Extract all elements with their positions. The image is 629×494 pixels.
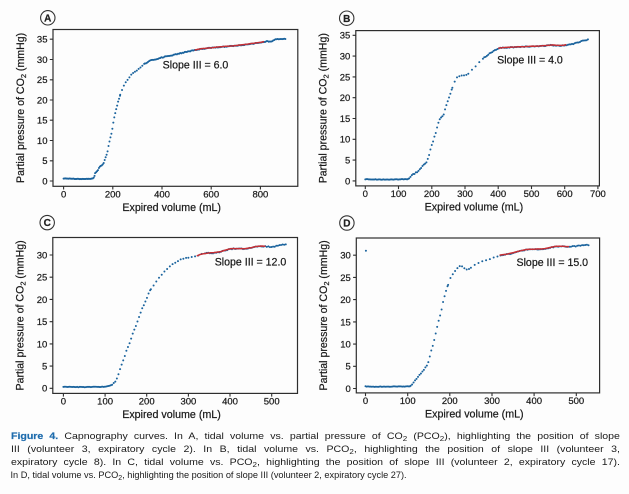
svg-text:700: 700 — [590, 189, 606, 200]
svg-text:15: 15 — [340, 317, 351, 328]
svg-text:0: 0 — [61, 397, 66, 408]
svg-text:200: 200 — [139, 397, 155, 408]
svg-text:B: B — [343, 14, 350, 25]
svg-text:Partial pressure of CO2 (mmHg): Partial pressure of CO2 (mmHg) — [318, 33, 331, 183]
svg-text:800: 800 — [252, 190, 268, 201]
svg-text:200: 200 — [105, 190, 121, 201]
svg-text:500: 500 — [568, 396, 584, 407]
svg-text:400: 400 — [490, 189, 506, 200]
svg-text:200: 200 — [424, 189, 440, 200]
svg-text:20: 20 — [340, 295, 351, 306]
svg-text:0: 0 — [346, 384, 351, 395]
svg-text:Expired volume (mL): Expired volume (mL) — [425, 409, 524, 421]
svg-text:25: 25 — [340, 72, 351, 83]
svg-text:Partial pressure of CO2 (mmHg): Partial pressure of CO2 (mmHg) — [15, 240, 28, 390]
svg-text:Slope III = 6.0: Slope III = 6.0 — [163, 60, 229, 72]
svg-text:5: 5 — [42, 156, 47, 167]
svg-text:10: 10 — [37, 339, 48, 350]
svg-text:10: 10 — [340, 340, 351, 351]
svg-text:Slope III = 12.0: Slope III = 12.0 — [215, 257, 287, 269]
svg-text:20: 20 — [340, 93, 351, 104]
svg-text:0: 0 — [42, 176, 47, 187]
svg-text:100: 100 — [97, 397, 113, 408]
svg-text:25: 25 — [340, 273, 351, 284]
svg-text:500: 500 — [524, 189, 540, 200]
svg-text:400: 400 — [526, 396, 542, 407]
svg-text:Expired volume (mL): Expired volume (mL) — [425, 202, 524, 214]
svg-text:Expired volume (mL): Expired volume (mL) — [122, 202, 221, 214]
svg-text:5: 5 — [42, 362, 47, 373]
svg-text:5: 5 — [346, 362, 351, 373]
svg-text:30: 30 — [37, 250, 48, 261]
svg-text:0: 0 — [61, 190, 66, 201]
svg-text:35: 35 — [340, 31, 351, 42]
svg-text:600: 600 — [557, 189, 573, 200]
svg-text:25: 25 — [37, 75, 48, 86]
svg-text:0: 0 — [363, 189, 368, 200]
svg-text:0: 0 — [42, 384, 47, 395]
svg-text:400: 400 — [154, 190, 170, 201]
svg-text:300: 300 — [484, 396, 500, 407]
svg-text:15: 15 — [37, 317, 48, 328]
svg-text:Slope III = 4.0: Slope III = 4.0 — [497, 55, 563, 67]
svg-text:25: 25 — [37, 273, 48, 284]
svg-text:Slope III = 15.0: Slope III = 15.0 — [517, 257, 589, 269]
svg-text:10: 10 — [37, 136, 48, 147]
svg-text:15: 15 — [340, 114, 351, 125]
svg-text:5: 5 — [345, 156, 350, 167]
svg-text:D: D — [343, 219, 350, 230]
svg-text:400: 400 — [222, 397, 238, 408]
svg-text:20: 20 — [37, 95, 48, 106]
svg-text:Partial pressure of CO2 (mmHg): Partial pressure of CO2 (mmHg) — [15, 33, 28, 183]
svg-text:35: 35 — [37, 35, 48, 46]
svg-text:100: 100 — [391, 189, 407, 200]
svg-text:30: 30 — [340, 52, 351, 63]
svg-text:0: 0 — [345, 176, 350, 187]
svg-text:300: 300 — [457, 189, 473, 200]
svg-text:20: 20 — [37, 295, 48, 306]
svg-text:30: 30 — [37, 55, 48, 66]
svg-text:500: 500 — [264, 397, 280, 408]
svg-text:200: 200 — [442, 396, 458, 407]
svg-text:0: 0 — [363, 396, 368, 407]
svg-text:10: 10 — [340, 135, 351, 146]
svg-text:A: A — [44, 13, 51, 24]
svg-text:30: 30 — [340, 251, 351, 262]
svg-text:15: 15 — [37, 116, 48, 127]
svg-text:Partial pressure of CO2 (mmHg): Partial pressure of CO2 (mmHg) — [318, 240, 331, 390]
svg-text:600: 600 — [203, 190, 219, 201]
svg-text:300: 300 — [180, 397, 196, 408]
svg-text:C: C — [44, 218, 51, 229]
svg-text:Expired volume (mL): Expired volume (mL) — [122, 409, 221, 421]
svg-text:100: 100 — [400, 396, 416, 407]
